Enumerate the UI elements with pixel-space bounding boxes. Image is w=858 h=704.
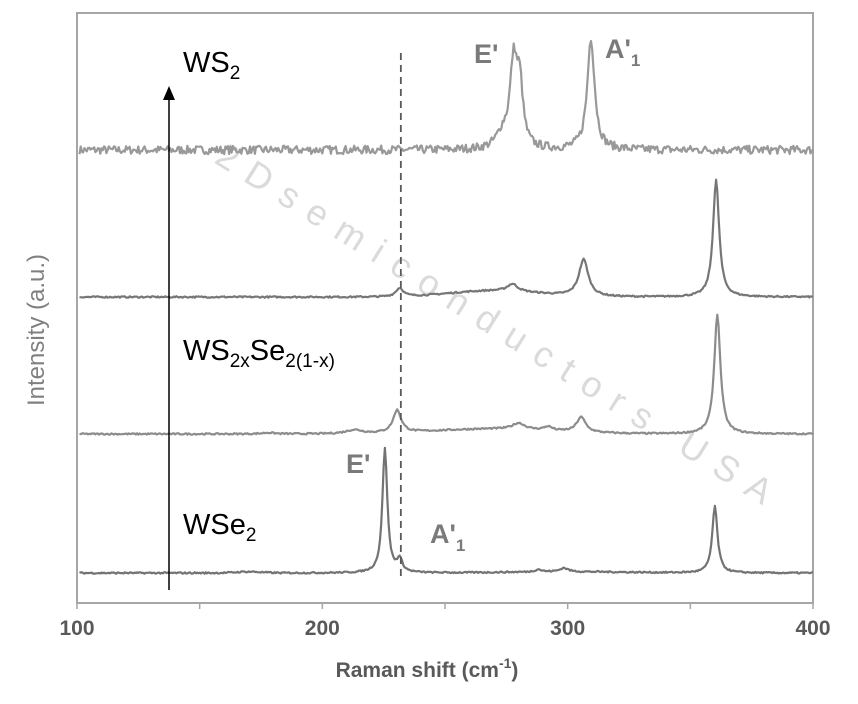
label-wse2: WSe2 — [183, 509, 256, 546]
spectrum-line-3 — [79, 313, 814, 436]
label-ws2se2: WS2xSe2(1-x) — [183, 335, 335, 372]
watermark-text: 2Dsemiconductors USA — [209, 134, 792, 520]
x-tick-label: 400 — [795, 617, 830, 640]
y-axis-title: Intensity (a.u.) — [23, 254, 50, 406]
x-axis-title: Raman shift (cm-1) — [336, 655, 519, 682]
peak-label-ws2-e: E' — [474, 39, 498, 69]
spectrum-line-1 — [78, 39, 814, 156]
peak-label-ws2-a1: A'1 — [605, 34, 640, 70]
x-tick-label: 200 — [305, 617, 340, 640]
peak-label-wse2-e: E' — [346, 449, 370, 479]
spectrum-line-4 — [79, 446, 813, 575]
label-ws2: WS2 — [183, 47, 240, 84]
x-tick-label: 100 — [59, 617, 94, 640]
x-axis-ticks: 100 200 300 400 — [59, 603, 831, 640]
peak-label-wse2-a1: A'1 — [430, 519, 465, 555]
spectra-group — [78, 39, 814, 575]
series-arrow-head-icon — [163, 86, 175, 100]
x-tick-label: 300 — [550, 617, 585, 640]
spectrum-line-2 — [79, 178, 813, 299]
